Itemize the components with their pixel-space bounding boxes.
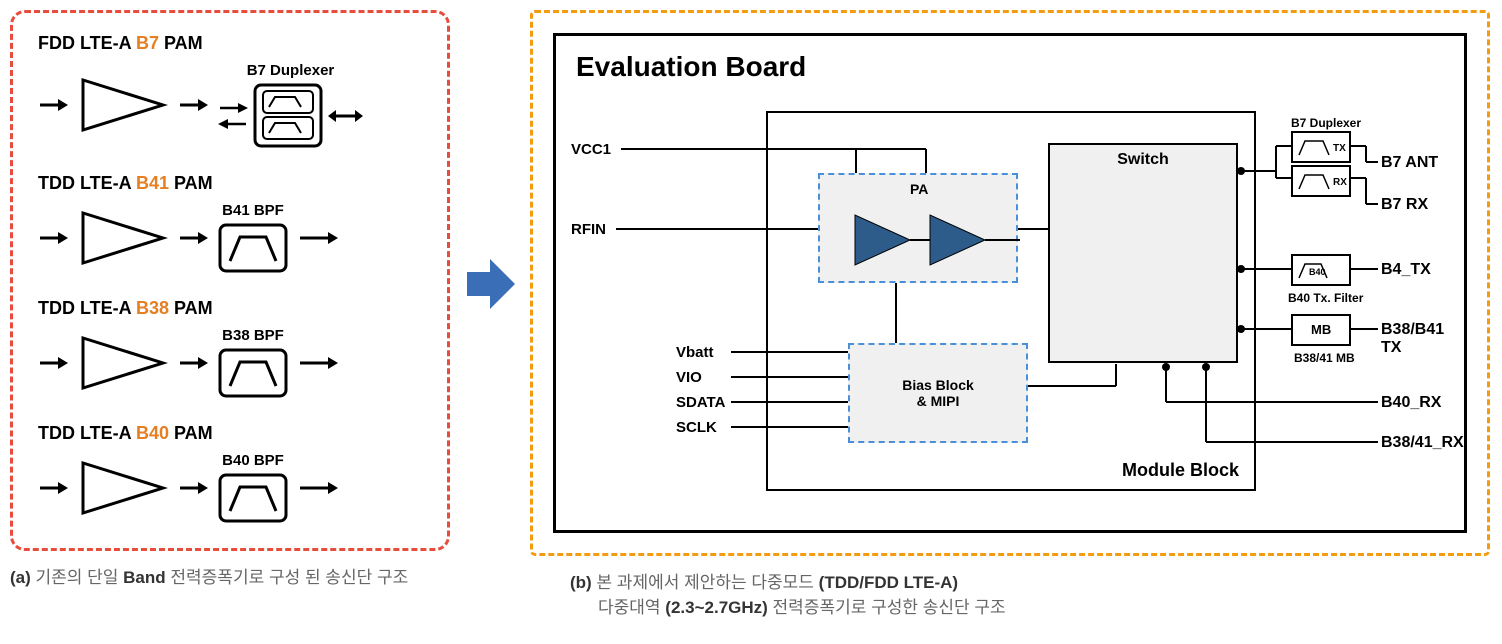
b40-filter-icon: B40 xyxy=(1291,254,1351,286)
bpf-icon xyxy=(218,223,288,273)
module-block-label: Module Block xyxy=(1122,460,1239,481)
arrow-right-icon xyxy=(178,478,208,498)
caption-bold: (2.3~2.7GHz) xyxy=(665,598,768,617)
pam-prefix: TDD LTE-A xyxy=(38,423,136,443)
bpf-icon xyxy=(218,473,288,523)
caption-text: 본 과제에서 제안하는 다중모드 xyxy=(596,573,818,592)
switch-label: Switch xyxy=(1050,151,1236,169)
svg-text:MB: MB xyxy=(1311,322,1331,337)
pam-title: FDD LTE-A B7 PAM xyxy=(38,33,422,54)
amplifier-icon xyxy=(78,208,168,268)
caption-text: 다중대역 xyxy=(598,598,665,617)
duplexer-icon: TX RX xyxy=(1291,131,1351,201)
arrow-right-icon xyxy=(218,101,248,115)
evaluation-board: Evaluation Board VCC1 RFIN Vbatt VIO SDA… xyxy=(553,33,1467,533)
pam-block-b41: TDD LTE-A B41 PAM B41 BPF xyxy=(38,173,422,273)
pam-title: TDD LTE-A B38 PAM xyxy=(38,298,422,319)
caption-prefix: (a) xyxy=(10,568,36,587)
amplifier-icon xyxy=(78,75,168,135)
mb-icon: MB xyxy=(1291,314,1351,346)
transition-arrow-icon xyxy=(465,254,515,314)
caption-text: 전력증폭기로 구성한 송신단 구조 xyxy=(768,598,1006,617)
filter-label: B41 BPF xyxy=(222,202,284,219)
amplifier-icon xyxy=(78,458,168,518)
arrow-left-icon xyxy=(218,117,248,131)
arrow-right-icon xyxy=(178,95,208,115)
pam-suffix: PAM xyxy=(169,298,213,318)
pa-block: PA xyxy=(818,173,1018,283)
pam-prefix: FDD LTE-A xyxy=(38,33,136,53)
arrow-right-icon xyxy=(298,228,338,248)
pam-prefix: TDD LTE-A xyxy=(38,173,136,193)
arrow-right-icon xyxy=(298,478,338,498)
pam-prefix: TDD LTE-A xyxy=(38,298,136,318)
duplexer-icon xyxy=(253,83,323,148)
pam-band: B38 xyxy=(136,298,169,318)
tx-text: TX xyxy=(1333,143,1346,154)
pam-block-b38: TDD LTE-A B38 PAM B38 BPF xyxy=(38,298,422,398)
bias-label: Bias Block & MIPI xyxy=(902,377,974,409)
filter-label: B40 BPF xyxy=(222,452,284,469)
pam-band: B7 xyxy=(136,33,159,53)
switch-block: Switch xyxy=(1048,143,1238,363)
arrow-right-icon xyxy=(38,228,68,248)
module-block: Module Block PA Switch xyxy=(766,111,1256,491)
caption-prefix: (b) xyxy=(570,573,596,592)
pam-block-b7: FDD LTE-A B7 PAM B7 Duplexer xyxy=(38,33,422,148)
rx-text: RX xyxy=(1333,177,1347,188)
bias-block: Bias Block & MIPI xyxy=(848,343,1028,443)
pam-title: TDD LTE-A B41 PAM xyxy=(38,173,422,194)
pam-band: B41 xyxy=(136,173,169,193)
arrow-right-icon xyxy=(38,95,68,115)
caption-b: (b) 본 과제에서 제안하는 다중모드 (TDD/FDD LTE-A) 다중대… xyxy=(570,568,1490,618)
arrow-bidir-icon xyxy=(328,106,363,126)
arrow-right-icon xyxy=(38,478,68,498)
arrow-right-icon xyxy=(38,353,68,373)
filter-label: B7 Duplexer xyxy=(247,62,335,79)
filter-label: B38 BPF xyxy=(222,327,284,344)
pa-label: PA xyxy=(910,181,928,197)
svg-text:B40: B40 xyxy=(1309,267,1326,277)
pam-title: TDD LTE-A B40 PAM xyxy=(38,423,422,444)
caption-bold: Band xyxy=(123,568,166,587)
panel-b: Evaluation Board VCC1 RFIN Vbatt VIO SDA… xyxy=(530,10,1490,556)
caption-bold: (TDD/FDD LTE-A) xyxy=(819,573,958,592)
arrow-right-icon xyxy=(298,353,338,373)
caption-text: 전력증폭기로 구성 된 송신단 구조 xyxy=(166,568,409,587)
pam-suffix: PAM xyxy=(159,33,203,53)
bpf-icon xyxy=(218,348,288,398)
pam-suffix: PAM xyxy=(169,173,213,193)
pam-suffix: PAM xyxy=(169,423,213,443)
panel-a: FDD LTE-A B7 PAM B7 Duplexer xyxy=(10,10,450,551)
caption-a: (a) 기존의 단일 Band 전력증폭기로 구성 된 송신단 구조 xyxy=(10,563,450,588)
pam-band: B40 xyxy=(136,423,169,443)
arrow-right-icon xyxy=(178,228,208,248)
eval-board-title: Evaluation Board xyxy=(576,51,1444,83)
amplifier-icon xyxy=(78,333,168,393)
pam-block-b40: TDD LTE-A B40 PAM B40 BPF xyxy=(38,423,422,523)
caption-text: 기존의 단일 xyxy=(36,568,124,587)
arrow-right-icon xyxy=(178,353,208,373)
